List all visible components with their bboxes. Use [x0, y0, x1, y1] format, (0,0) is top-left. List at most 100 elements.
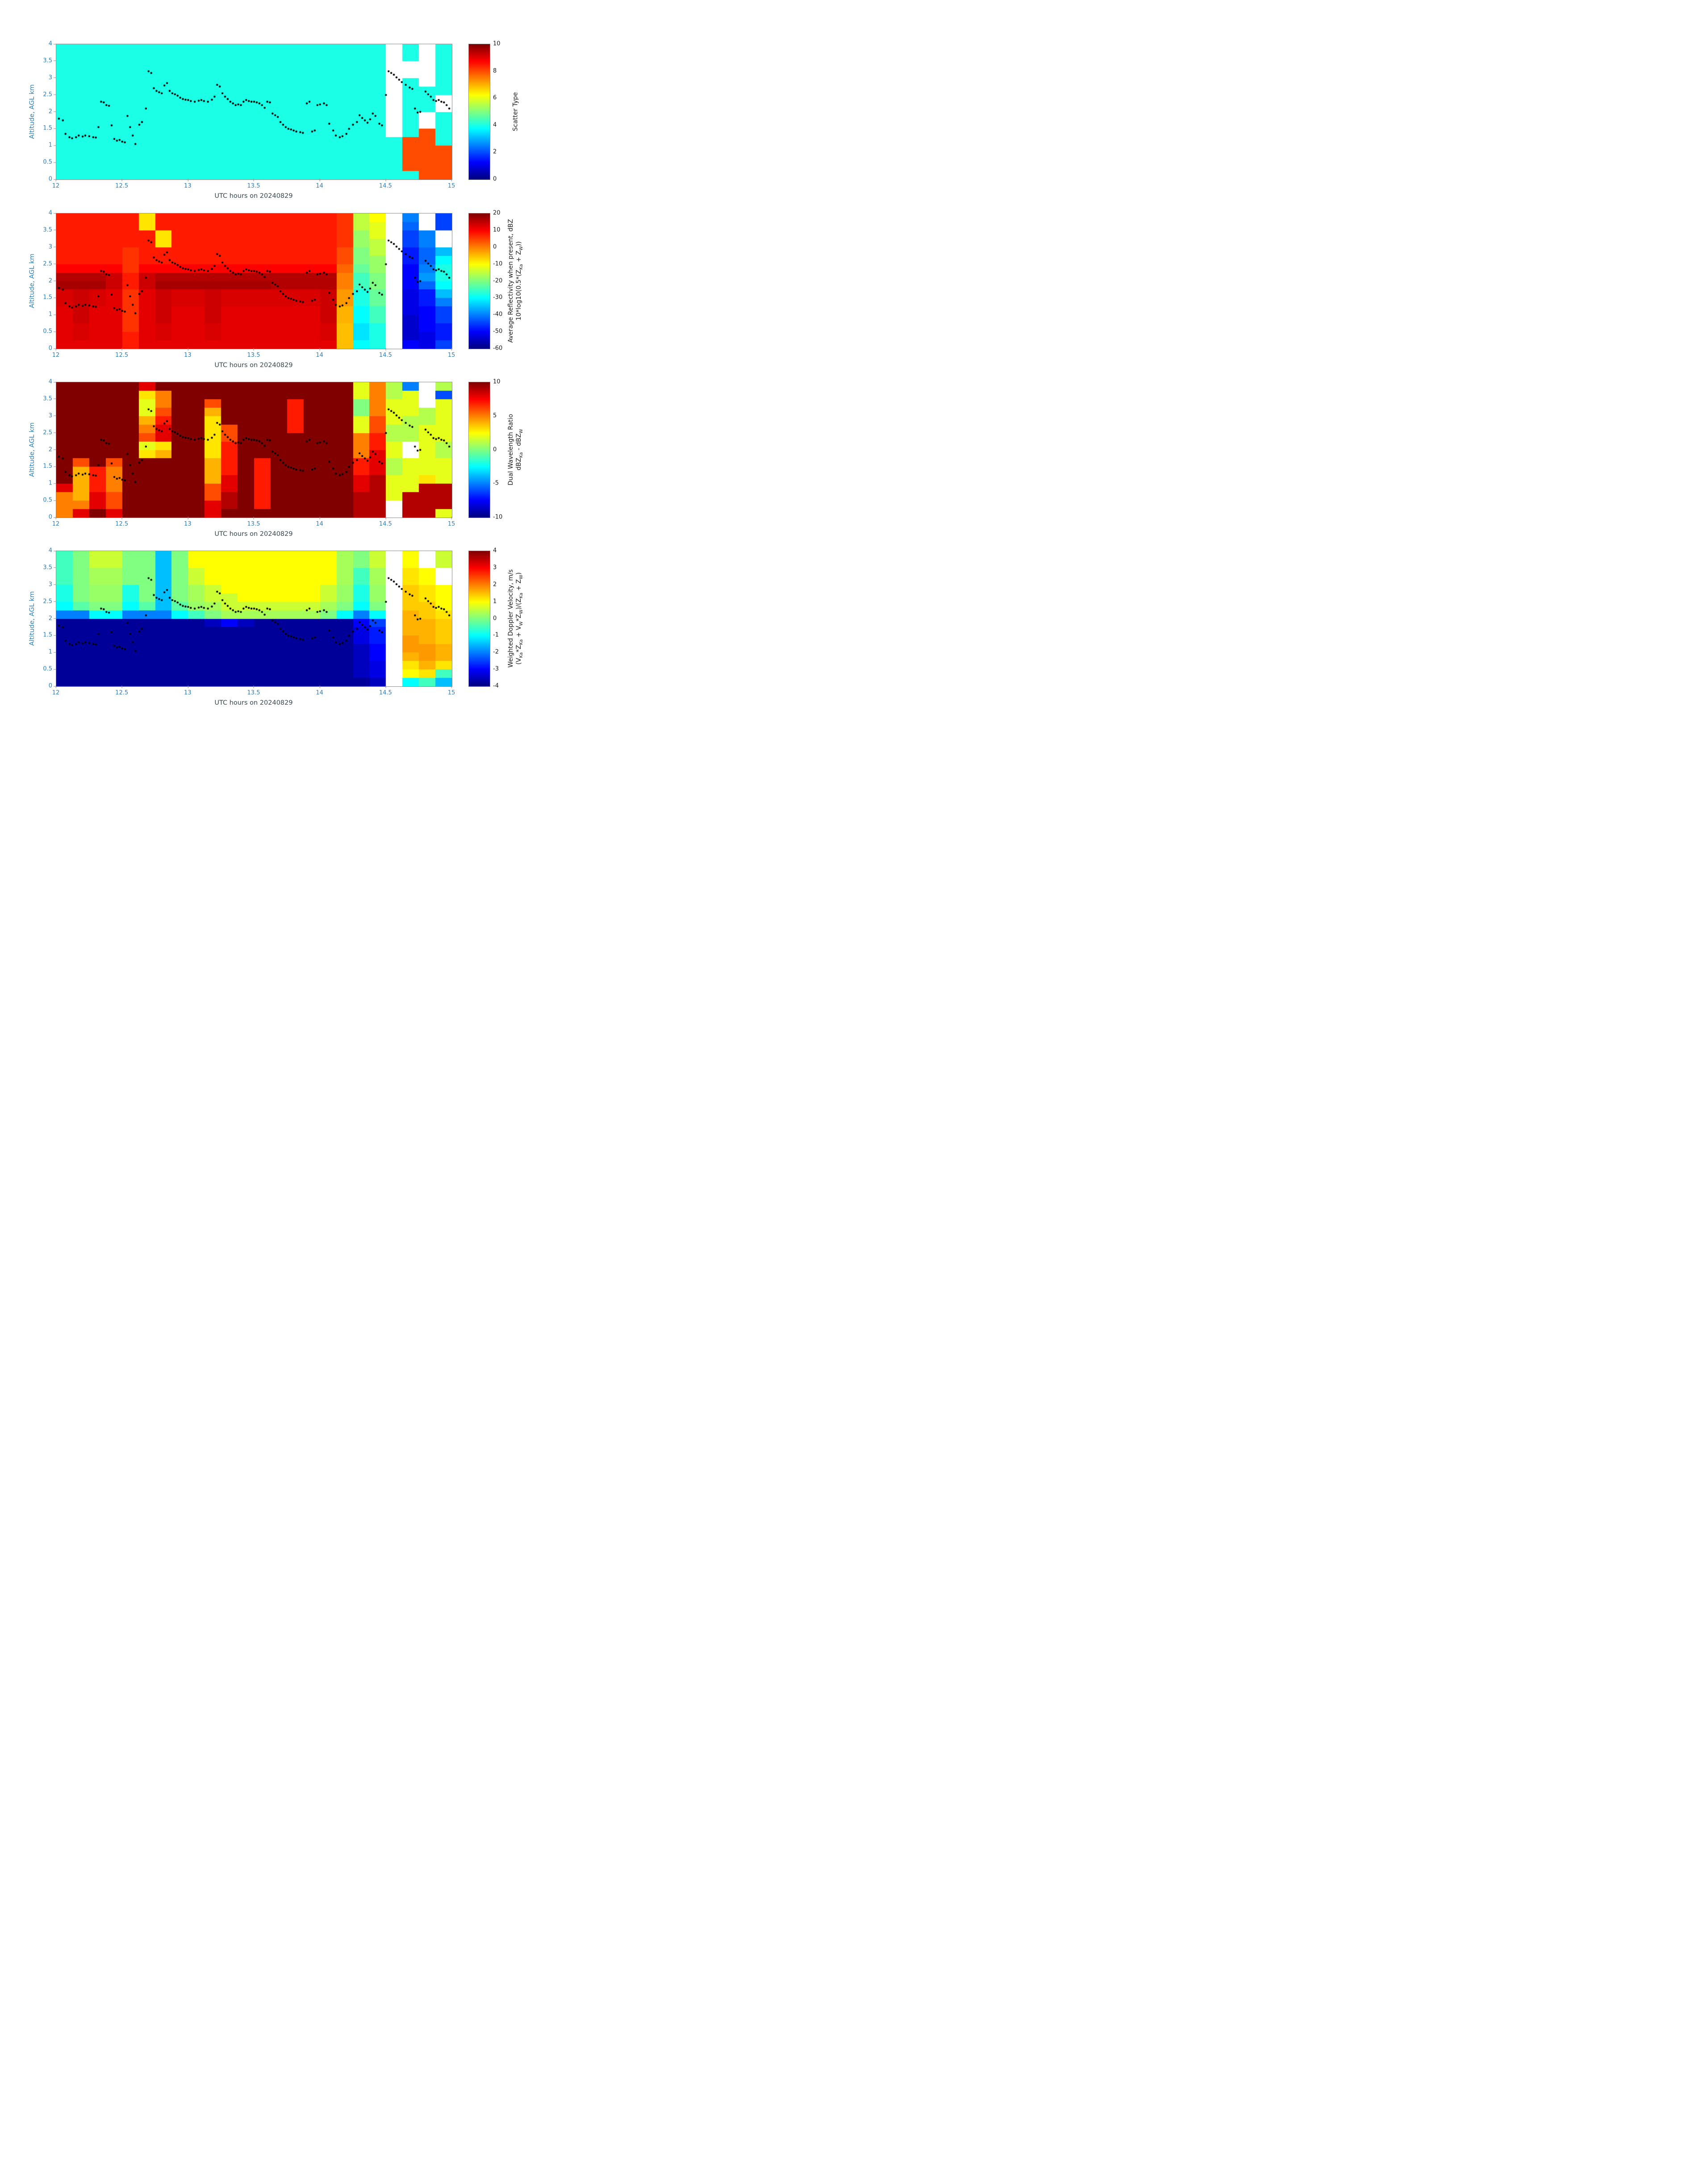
x-tick-label: 15 — [447, 517, 455, 527]
c-tick-label: 8 — [493, 67, 497, 75]
colorbar-ticks: 20 10 0 -10 -20 -30 -40 -50 -60 — [493, 209, 511, 352]
heatmap-plot-reflectivity — [56, 213, 452, 349]
y-tick-label: 0.5 — [43, 159, 56, 166]
panel-dual-wavelength-ratio: Altitude, AGL km 0 0.5 1 1.5 2 2.5 3 3.5 4 12 12.… — [0, 378, 569, 551]
heatmap-canvas — [56, 382, 452, 518]
y-tick-label: 4 — [48, 209, 57, 217]
y-tick-label: 0.5 — [43, 328, 56, 335]
y-tick-label: 0.5 — [43, 497, 56, 504]
x-tick-label: 13 — [184, 179, 192, 189]
x-tick-label: 12 — [52, 348, 60, 359]
figure: Altitude, AGL km 0 0.5 1 1.5 2 2.5 3 3.5 4 12 12.… — [0, 0, 569, 726]
y-tick-label: 1.5 — [43, 125, 56, 132]
c-tick-label: -30 — [493, 294, 503, 301]
y-tick-label: 3.5 — [43, 226, 56, 234]
y-axis-ticks: 0 0.5 1 1.5 2 2.5 3 3.5 4 — [31, 547, 57, 689]
x-tick-label: 12.5 — [115, 179, 129, 189]
c-tick-label: 4 — [493, 547, 497, 554]
x-tick-label: 13 — [184, 685, 192, 696]
x-axis-label: UTC hours on 20240829 — [214, 192, 293, 200]
x-axis-ticks: 12 12.5 13 13.5 14 14.5 15 — [52, 348, 455, 359]
y-tick-label: 3.5 — [43, 57, 56, 64]
colorbar — [468, 551, 490, 687]
x-tick-label: 15 — [447, 179, 455, 189]
c-tick-label: -2 — [493, 648, 499, 656]
y-tick-label: 0 — [48, 682, 57, 689]
y-tick-label: 2.5 — [43, 91, 56, 98]
y-tick-label: 0 — [48, 514, 57, 521]
x-tick-label: 14.5 — [379, 348, 392, 359]
c-tick-label: 5 — [493, 412, 497, 419]
x-axis-ticks: 12 12.5 13 13.5 14 14.5 15 — [52, 517, 455, 528]
y-tick-label: 2 — [48, 446, 57, 453]
c-tick-label: -40 — [493, 311, 503, 318]
colorbar-label-text: Weighted Doppler Velocity, m/s (VKa*ZKa +… — [507, 569, 524, 668]
colorbar-canvas — [469, 382, 490, 518]
x-axis-label: UTC hours on 20240829 — [214, 699, 293, 706]
x-axis-label: UTC hours on 20240829 — [214, 531, 293, 538]
y-tick-label: 4 — [48, 378, 57, 385]
x-tick-label: 14.5 — [379, 517, 392, 527]
x-tick-label: 12.5 — [115, 348, 129, 359]
y-tick-label: 1.5 — [43, 294, 56, 301]
y-tick-label: 2 — [48, 615, 57, 622]
y-tick-label: 2 — [48, 108, 57, 115]
x-tick-label: 14.5 — [379, 685, 392, 696]
x-tick-label: 14 — [316, 179, 323, 189]
y-tick-label: 1 — [48, 648, 57, 656]
y-tick-label: 2.5 — [43, 429, 56, 436]
y-tick-label: 3.5 — [43, 564, 56, 571]
x-axis-ticks: 12 12.5 13 13.5 14 14.5 15 — [52, 179, 455, 190]
x-tick-label: 12 — [52, 685, 60, 696]
y-tick-label: 1 — [48, 480, 57, 487]
x-axis-label: UTC hours on 20240829 — [214, 362, 293, 369]
x-tick-label: 13.5 — [247, 517, 260, 527]
colorbar-label-text: Scatter Type — [512, 92, 519, 131]
x-tick-label: 12.5 — [115, 517, 129, 527]
panel-average-reflectivity: Altitude, AGL km 0 0.5 1 1.5 2 2.5 3 3.5 4 12 12.… — [0, 209, 569, 382]
x-tick-label: 12 — [52, 517, 60, 527]
c-tick-label: 10 — [493, 378, 501, 385]
colorbar — [468, 382, 490, 518]
x-tick-label: 14 — [316, 685, 323, 696]
colorbar-canvas — [469, 213, 490, 349]
x-tick-label: 13 — [184, 517, 192, 527]
colorbar-canvas — [469, 551, 490, 686]
y-tick-label: 3 — [48, 581, 57, 588]
c-tick-label: 20 — [493, 209, 501, 217]
panel-scatter-type: Altitude, AGL km 0 0.5 1 1.5 2 2.5 3 3.5 4 12 12.… — [0, 40, 569, 213]
colorbar-ticks: 10 5 0 -5 -10 — [493, 378, 511, 521]
colorbar-ticks: 4 3 2 1 0 -1 -2 -3 -4 — [493, 547, 511, 689]
c-tick-label: -10 — [493, 514, 503, 521]
c-tick-label: -1 — [493, 631, 499, 639]
x-axis-ticks: 12 12.5 13 13.5 14 14.5 15 — [52, 685, 455, 697]
x-tick-label: 13.5 — [247, 685, 260, 696]
c-tick-label: -3 — [493, 665, 499, 673]
c-tick-label: 6 — [493, 94, 497, 101]
y-tick-label: 0.5 — [43, 665, 56, 673]
heatmap-canvas — [56, 551, 452, 686]
c-tick-label: 2 — [493, 581, 497, 588]
colorbar-label-text: Dual Wavelength Ratio dBZKa - dBZW — [507, 414, 524, 486]
x-tick-label: 15 — [447, 348, 455, 359]
y-tick-label: 3 — [48, 243, 57, 251]
x-tick-label: 12.5 — [115, 685, 129, 696]
colorbar-ticks: 10 8 6 4 2 0 — [493, 41, 511, 183]
heatmap-canvas — [56, 44, 452, 180]
heatmap-plot-scatter-type — [56, 44, 452, 180]
c-tick-label: -5 — [493, 480, 499, 487]
heatmap-plot-doppler — [56, 551, 452, 687]
x-tick-label: 14 — [316, 348, 323, 359]
y-tick-label: 1.5 — [43, 631, 56, 639]
colorbar-label-text: Average Reflectivity when present, dBZ 10… — [507, 219, 524, 343]
y-tick-label: 1 — [48, 142, 57, 149]
y-tick-label: 1.5 — [43, 463, 56, 470]
y-tick-label: 4 — [48, 40, 57, 47]
y-axis-ticks: 0 0.5 1 1.5 2 2.5 3 3.5 4 — [31, 378, 57, 521]
c-tick-label: 2 — [493, 148, 497, 155]
heatmap-canvas — [56, 213, 452, 349]
c-tick-label: -10 — [493, 260, 503, 267]
y-tick-label: 4 — [48, 547, 57, 554]
x-tick-label: 14.5 — [379, 179, 392, 189]
x-tick-label: 14 — [316, 517, 323, 527]
